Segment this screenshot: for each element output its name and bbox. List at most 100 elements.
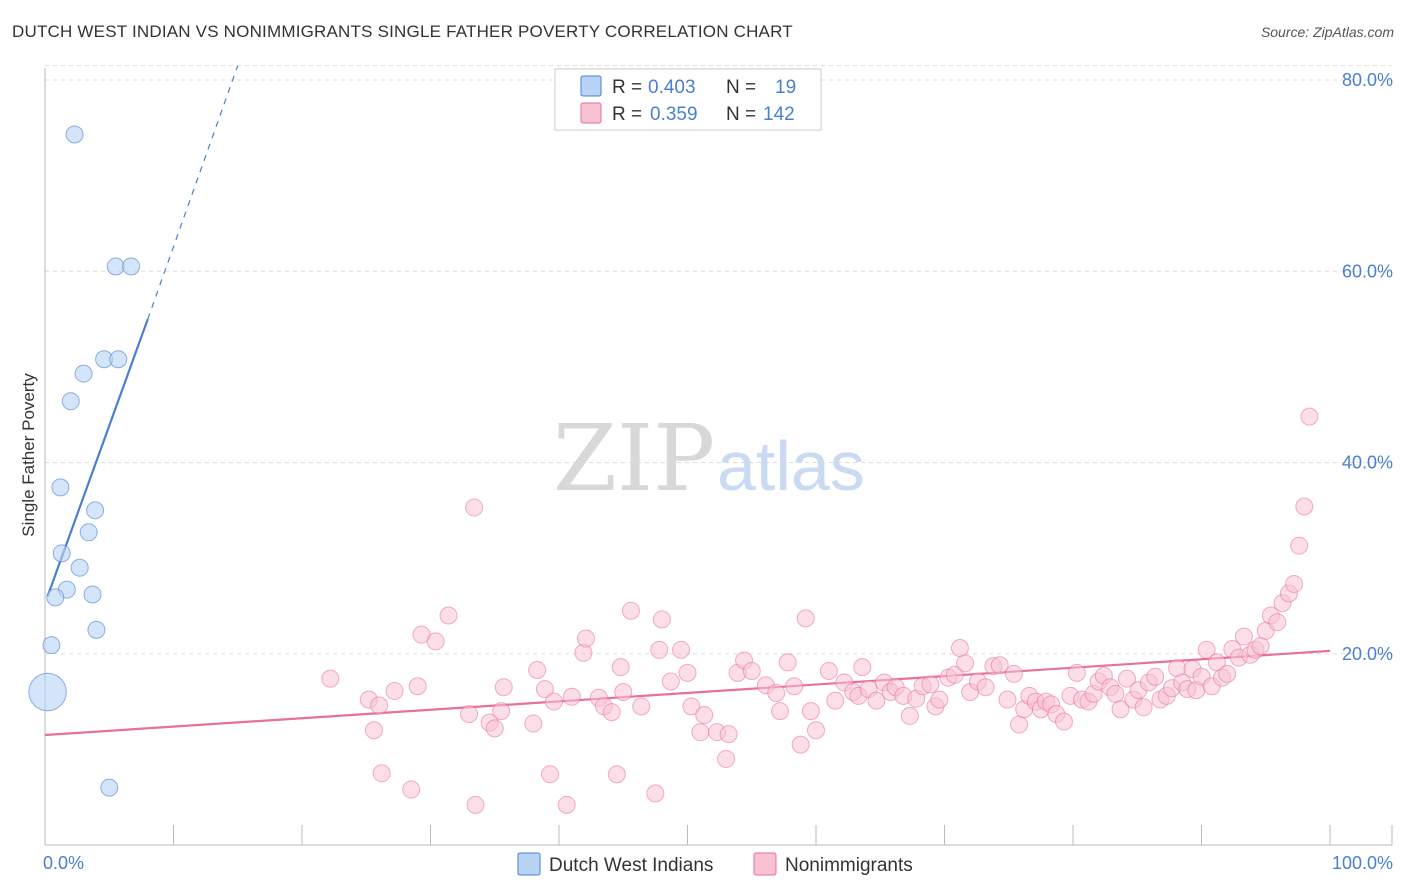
point-dutch-west-indians [83,585,102,604]
point-nonimmigrants [1004,664,1023,683]
point-dutch-west-indians [61,392,80,411]
point-dutch-west-indians [28,672,67,712]
point-nonimmigrants [370,696,389,715]
point-nonimmigrants [990,656,1009,675]
point-nonimmigrants [364,721,383,740]
chart-source: Source: ZipAtlas.com [1260,24,1394,40]
legend-n-label: N = [726,77,756,98]
point-dutch-west-indians [52,544,71,563]
point-nonimmigrants [742,661,761,680]
point-nonimmigrants [801,702,820,721]
point-nonimmigrants [466,795,485,814]
point-nonimmigrants [632,697,651,716]
point-nonimmigrants [921,675,940,694]
point-nonimmigrants [1300,407,1319,426]
point-nonimmigrants [541,765,560,784]
point-nonimmigrants [557,795,576,814]
legend-r-value: 0.403 [648,77,696,98]
point-nonimmigrants [945,665,964,684]
watermark: ZIP atlas [553,405,865,512]
point-nonimmigrants [1117,669,1136,688]
point-dutch-west-indians [122,257,141,276]
point-dutch-west-indians [46,588,65,607]
point-nonimmigrants [621,601,640,620]
y-axis-label: Single Father Poverty [19,373,38,537]
point-nonimmigrants [819,661,838,680]
point-nonimmigrants [1197,640,1216,659]
point-dutch-west-indians [106,257,125,276]
point-dutch-west-indians [42,636,61,655]
point-nonimmigrants [465,498,484,517]
point-nonimmigrants [1055,712,1074,731]
legend-swatch-nonimmigrants [753,852,777,876]
point-nonimmigrants [950,639,969,658]
grid-lines [45,65,1392,655]
legend-label-nonimmigrants: Nonimmigrants [785,855,913,876]
point-nonimmigrants [1285,574,1304,593]
point-dutch-west-indians [70,558,89,577]
point-nonimmigrants [807,721,825,740]
data-points [28,125,1319,814]
legend-n-value: 142 [763,104,795,125]
point-nonimmigrants [460,704,479,723]
x-tick-labels: 0.0% 100.0% [43,853,1393,873]
point-nonimmigrants [791,735,810,754]
point-dutch-west-indians [109,350,128,369]
legend-swatch-dutch-west-indians [517,852,541,876]
legend-label-dutch-west-indians: Dutch West Indians [549,855,713,876]
point-nonimmigrants [426,632,445,651]
point-nonimmigrants [1010,715,1029,734]
point-nonimmigrants [607,765,626,784]
point-dutch-west-indians [74,364,93,383]
point-nonimmigrants [524,714,543,733]
point-nonimmigrants [544,692,563,711]
point-nonimmigrants [771,702,790,721]
y-tick-label: 80.0% [1342,70,1393,90]
point-nonimmigrants [372,764,391,783]
legend-r-label: R = [612,77,642,98]
legend-stats: R = 0.403 N = 19 R = 0.359 N = 142 [554,68,822,131]
legend-n-label: N = [726,104,756,125]
point-nonimmigrants [1234,627,1253,646]
point-nonimmigrants [408,677,427,696]
point-nonimmigrants [1146,667,1165,686]
point-nonimmigrants [691,723,710,742]
legend-swatch-pink [580,102,602,124]
watermark-zip: ZIP [553,405,715,512]
point-nonimmigrants [576,629,595,648]
trend-line-dutch-west-indians-extension [147,65,239,320]
point-nonimmigrants [528,661,547,680]
point-nonimmigrants [956,654,975,673]
axes [44,68,1393,846]
point-nonimmigrants [1106,684,1125,703]
point-dutch-west-indians [65,125,84,144]
x-tick-label: 100.0% [1332,853,1393,873]
point-nonimmigrants [1268,613,1287,632]
point-nonimmigrants [1290,536,1309,555]
legend: Dutch West Indians Nonimmigrants [517,852,913,876]
point-nonimmigrants [385,682,404,701]
point-nonimmigrants [796,609,815,628]
point-nonimmigrants [930,690,949,709]
point-nonimmigrants [562,687,581,706]
point-nonimmigrants [998,690,1017,709]
point-nonimmigrants [1067,663,1086,682]
chart-title: DUTCH WEST INDIAN VS NONIMMIGRANTS SINGL… [12,22,793,41]
point-nonimmigrants [867,691,886,710]
point-nonimmigrants [492,702,511,721]
point-nonimmigrants [717,749,736,768]
point-nonimmigrants [661,672,680,691]
y-tick-label: 60.0% [1342,261,1393,281]
point-dutch-west-indians [87,620,106,639]
point-nonimmigrants [900,706,919,725]
point-nonimmigrants [778,653,797,672]
point-nonimmigrants [646,784,665,803]
trend-lines [44,65,1331,737]
point-nonimmigrants [1295,497,1314,516]
legend-swatch-blue [580,75,602,97]
point-nonimmigrants [1218,664,1237,683]
point-nonimmigrants [678,663,697,682]
point-dutch-west-indians [86,501,105,520]
point-dutch-west-indians [79,523,98,542]
